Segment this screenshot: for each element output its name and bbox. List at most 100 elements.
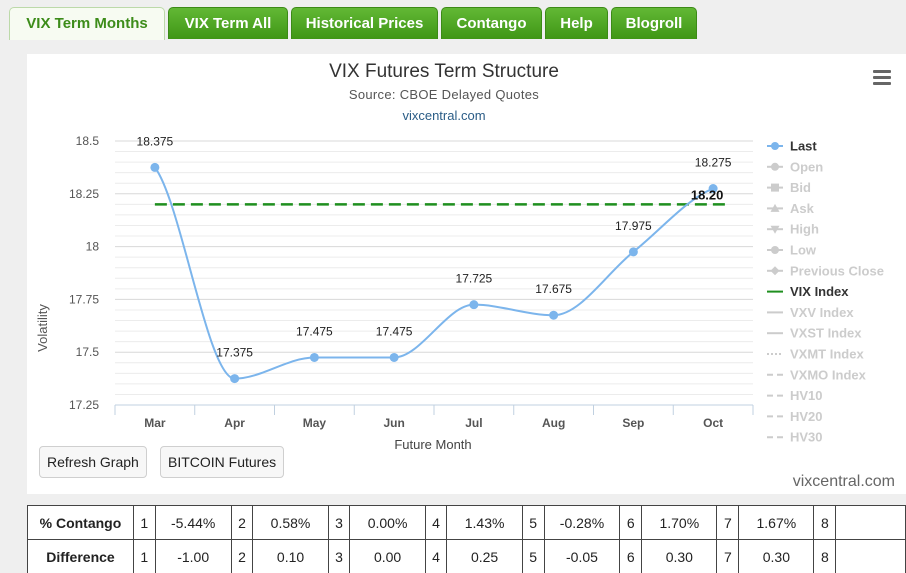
legend-label: High	[790, 222, 819, 237]
tab-contango[interactable]: Contango	[441, 7, 542, 39]
last-point-sep[interactable]	[628, 247, 638, 257]
month-index-cell: 7	[716, 539, 740, 573]
month-index-cell: 4	[424, 505, 448, 540]
value-cell	[835, 539, 906, 573]
row-header: Difference	[27, 539, 134, 573]
x-tick-label: Apr	[224, 416, 245, 430]
month-index-cell: 4	[424, 539, 448, 573]
row-header: % Contango	[27, 505, 134, 540]
legend-item-hv30[interactable]: HV30	[767, 430, 823, 445]
month-index-cell: 5	[521, 505, 545, 540]
x-tick-label: Mar	[144, 416, 166, 430]
legend-label: Last	[790, 139, 817, 154]
tab-vix-term-all[interactable]: VIX Term All	[168, 7, 288, 39]
value-cell: 0.25	[446, 539, 523, 573]
legend-marker-icon	[771, 162, 779, 171]
tab-historical-prices[interactable]: Historical Prices	[291, 7, 438, 39]
legend-marker-icon	[771, 183, 779, 192]
legend-label: HV20	[790, 409, 823, 424]
value-cell: -0.05	[543, 539, 621, 573]
contango-table-wrapper: % Contango 1 -5.44% 2 0.58% 3 0.00% 4 1.43% 5 -0.2…	[27, 505, 906, 573]
value-cell: 0.30	[738, 539, 815, 573]
last-point-may[interactable]	[309, 352, 319, 362]
legend-label: Open	[790, 159, 823, 174]
chart-credit: vixcentral.com	[792, 473, 895, 490]
term-structure-chart: 18.5 18.25 18 17.75 17.5 17.25 Mar Apr May Jun Jul…	[35, 134, 884, 452]
legend-item-vxst-index[interactable]: VXST Index	[767, 326, 862, 341]
tab-vix-term-months[interactable]: VIX Term Months	[9, 7, 165, 40]
hamburger-menu-icon[interactable]	[873, 70, 891, 85]
data-label: 17.475	[296, 324, 333, 338]
month-index-cell: 3	[327, 505, 351, 540]
legend-label: VXV Index	[790, 305, 854, 320]
value-cell: -0.28%	[543, 505, 621, 540]
month-index-cell: 8	[813, 505, 837, 540]
last-point-jun[interactable]	[389, 352, 399, 362]
chart-subtitle: Source: CBOE Delayed Quotes	[348, 87, 540, 102]
legend-marker-icon	[770, 225, 780, 234]
month-index-cell: 1	[132, 539, 156, 573]
last-point-mar[interactable]	[150, 162, 160, 172]
data-label: 17.975	[615, 219, 652, 233]
month-index-cell: 1	[132, 505, 156, 540]
y-tick-label: 17.25	[69, 398, 99, 412]
chart-panel: VIX Futures Term Structure Source: CBOE …	[27, 54, 906, 494]
legend-item-hv10[interactable]: HV10	[767, 388, 823, 403]
legend-marker-icon	[771, 246, 779, 254]
value-cell: -1.00	[154, 539, 232, 573]
legend-item-vix-index[interactable]: VIX Index	[767, 284, 849, 299]
month-index-cell: 6	[619, 505, 643, 540]
x-tick-label: May	[303, 416, 327, 430]
value-cell: 0.00%	[349, 505, 426, 540]
y-tick-label: 18	[86, 240, 100, 254]
legend-item-previous-close[interactable]: Previous Close	[767, 263, 884, 278]
legend-item-bid[interactable]: Bid	[767, 180, 811, 195]
last-point-apr[interactable]	[230, 374, 240, 384]
y-tick-label: 18.5	[76, 134, 100, 148]
legend-item-vxmt-index[interactable]: VXMT Index	[767, 347, 864, 362]
month-index-cell: 8	[813, 539, 837, 573]
legend-item-last[interactable]: Last	[767, 139, 817, 154]
value-cell: 1.70%	[641, 505, 718, 540]
tab-bar: VIX Term Months VIX Term All Historical …	[0, 0, 906, 44]
legend-label: Bid	[790, 180, 811, 195]
legend-item-high[interactable]: High	[767, 222, 819, 237]
legend-item-ask[interactable]: Ask	[767, 201, 815, 216]
legend-label: VXMT Index	[790, 347, 864, 362]
tab-blogroll[interactable]: Blogroll	[611, 7, 697, 39]
legend-item-vxmo-index[interactable]: VXMO Index	[767, 367, 867, 382]
last-series-line	[154, 166, 714, 380]
vix-index-label: 18.20	[691, 187, 724, 202]
refresh-graph-button[interactable]: Refresh Graph	[39, 446, 147, 478]
data-label: 18.275	[695, 156, 732, 170]
value-cell	[835, 505, 906, 540]
data-label: 18.375	[137, 134, 174, 148]
legend-item-open[interactable]: Open	[767, 159, 823, 174]
data-label: 17.675	[535, 282, 572, 296]
month-index-cell: 7	[716, 505, 740, 540]
legend-item-hv20[interactable]: HV20	[767, 409, 823, 424]
y-tick-label: 17.5	[76, 345, 100, 359]
x-tick-label: Jun	[383, 416, 404, 430]
legend-marker-icon	[770, 266, 780, 276]
table-row: Difference 1 -1.00 2 0.10 3 0.00 4 0.25 5 -0.05 6 0.…	[27, 539, 906, 573]
bitcoin-futures-button[interactable]: BITCOIN Futures	[160, 446, 285, 478]
y-tick-label: 17.75	[69, 292, 99, 306]
value-cell: 0.30	[641, 539, 718, 573]
value-cell: 1.43%	[446, 505, 523, 540]
legend-label: VXST Index	[790, 326, 862, 341]
legend-label: Low	[790, 243, 817, 258]
legend-label: VXMO Index	[790, 367, 867, 382]
last-point-oct[interactable]	[708, 184, 718, 194]
legend-item-low[interactable]: Low	[767, 243, 817, 258]
last-point-aug[interactable]	[549, 310, 559, 320]
x-tick-label: Oct	[703, 416, 723, 430]
value-cell: 0.10	[252, 539, 329, 573]
chart-source-link[interactable]: vixcentral.com	[402, 108, 486, 123]
y-axis-title: Volatility	[35, 304, 50, 352]
legend-marker-icon	[770, 203, 780, 212]
legend-item-vxv-index[interactable]: VXV Index	[767, 305, 854, 320]
tab-help[interactable]: Help	[545, 7, 608, 39]
last-point-jul[interactable]	[469, 300, 479, 310]
data-label: 17.475	[376, 324, 413, 338]
